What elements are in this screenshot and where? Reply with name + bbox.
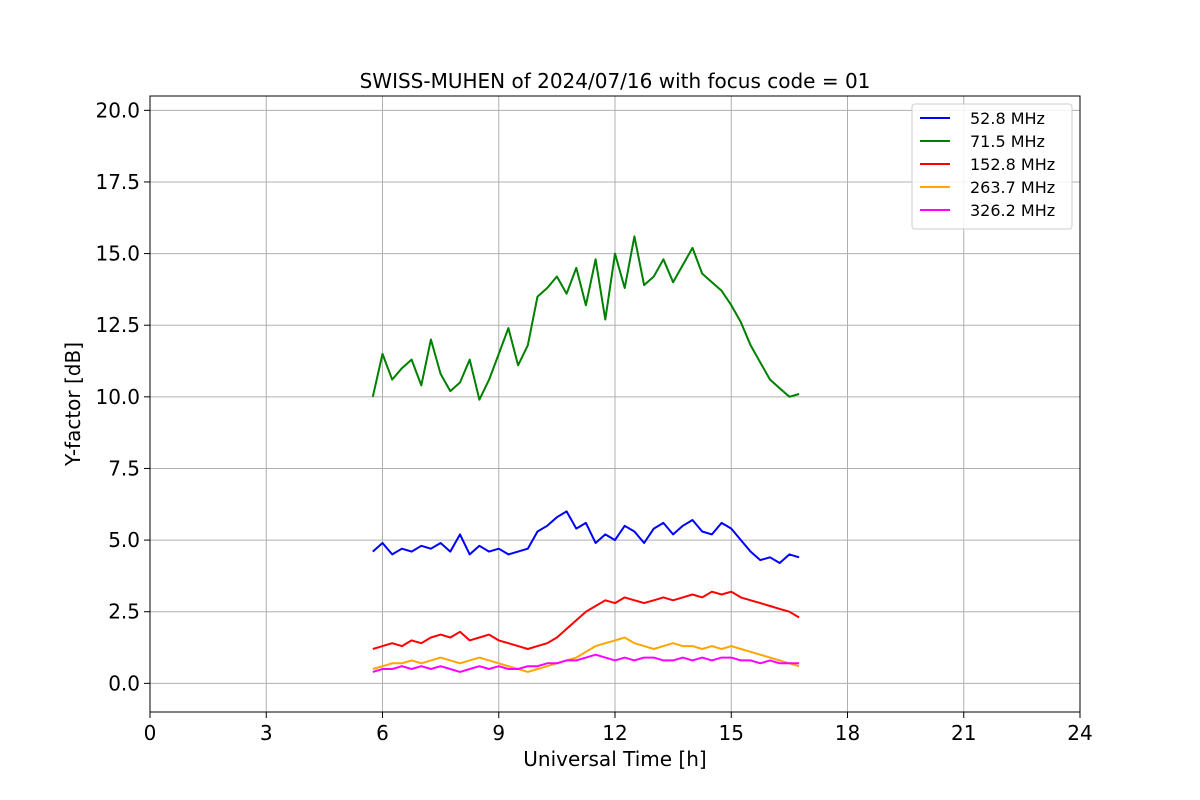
x-tick-label: 21 bbox=[951, 721, 976, 745]
y-tick-label: 10.0 bbox=[95, 385, 140, 409]
y-tick-label: 2.5 bbox=[108, 600, 140, 624]
y-tick-label: 5.0 bbox=[108, 528, 140, 552]
y-tick-label: 17.5 bbox=[95, 170, 140, 194]
x-axis-ticks: 0 3 6 9 12 15 18 21 24 bbox=[144, 712, 1093, 745]
y-tick-label: 12.5 bbox=[95, 313, 140, 337]
y-tick-label: 20.0 bbox=[95, 98, 140, 122]
legend: 52.8 MHz 71.5 MHz 152.8 MHz 263.7 MHz 326.2… bbox=[911, 103, 1073, 230]
x-axis-label: Universal Time [h] bbox=[523, 747, 706, 771]
x-tick-label: 24 bbox=[1067, 721, 1092, 745]
x-tick-label: 6 bbox=[376, 721, 389, 745]
series-line-52-8-mhz bbox=[372, 510, 800, 564]
legend-label: 71.5 MHz bbox=[970, 132, 1045, 151]
series-line-326-2-mhz bbox=[372, 653, 800, 673]
y-axis-ticks: 0.0 2.5 5.0 7.5 10.0 12.5 15.0 17.5 20.0 bbox=[95, 98, 150, 695]
legend-box bbox=[911, 103, 1073, 230]
y-tick-label: 0.0 bbox=[108, 671, 140, 695]
x-tick-label: 9 bbox=[492, 721, 505, 745]
y-tick-label: 7.5 bbox=[108, 456, 140, 480]
series-line-71-5-mhz bbox=[371, 235, 800, 401]
series-lines bbox=[371, 235, 800, 673]
legend-label: 263.7 MHz bbox=[970, 178, 1055, 197]
x-tick-label: 3 bbox=[260, 721, 273, 745]
legend-label: 152.8 MHz bbox=[970, 155, 1055, 174]
y-tick-label: 15.0 bbox=[95, 242, 140, 266]
series-line-152-8-mhz bbox=[372, 590, 800, 650]
x-tick-label: 12 bbox=[602, 721, 627, 745]
legend-label: 52.8 MHz bbox=[970, 109, 1045, 128]
chart-title: SWISS-MUHEN of 2024/07/16 with focus cod… bbox=[360, 69, 871, 93]
x-tick-label: 0 bbox=[144, 721, 157, 745]
legend-label: 326.2 MHz bbox=[970, 201, 1055, 220]
series-line-263-7-mhz bbox=[372, 636, 800, 673]
y-axis-label: Y-factor [dB] bbox=[61, 342, 85, 467]
x-tick-label: 18 bbox=[835, 721, 860, 745]
x-tick-label: 15 bbox=[719, 721, 744, 745]
